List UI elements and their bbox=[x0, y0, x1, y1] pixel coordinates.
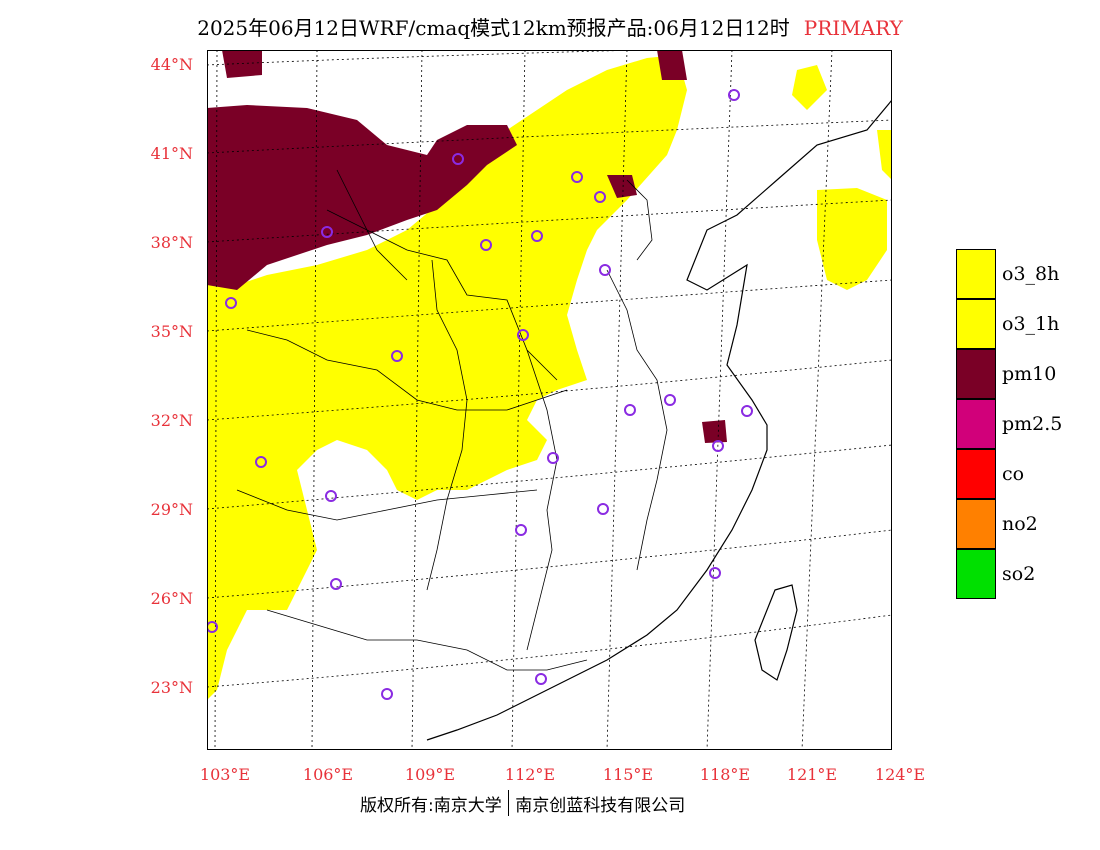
pm10-spot-2 bbox=[702, 420, 727, 443]
lat-label-29: 29°N bbox=[150, 500, 193, 519]
legend-label: pm2.5 bbox=[1002, 413, 1063, 435]
pollutant-legend: o3_8h o3_1h pm10 pm2.5 co no2 so2 bbox=[956, 249, 1062, 599]
lon-label-106: 106°E bbox=[302, 765, 354, 784]
lon-label-109: 109°E bbox=[404, 765, 456, 784]
footer-divider bbox=[507, 790, 510, 816]
legend-swatch bbox=[956, 249, 996, 299]
legend-item-pm10: pm10 bbox=[956, 349, 1062, 399]
legend-swatch bbox=[956, 499, 996, 549]
title-main: 2025年06月12日WRF/cmaq模式12km预报产品:06月12日12时 bbox=[197, 16, 790, 40]
footer-right: 南京创蓝科技有限公司 bbox=[515, 795, 686, 816]
lon-label-115: 115°E bbox=[602, 765, 654, 784]
legend-item-pm25: pm2.5 bbox=[956, 399, 1062, 449]
legend-swatch bbox=[956, 349, 996, 399]
lat-label-26: 26°N bbox=[150, 589, 193, 608]
map-canvas bbox=[207, 50, 892, 750]
legend-label: co bbox=[1002, 463, 1025, 485]
ozone-region-ne bbox=[817, 188, 887, 290]
pm10-spot-3 bbox=[657, 50, 687, 80]
map-area bbox=[207, 50, 892, 750]
legend-item-no2: no2 bbox=[956, 499, 1062, 549]
legend-item-co: co bbox=[956, 449, 1062, 499]
ozone-region bbox=[207, 55, 687, 700]
legend-label: o3_8h bbox=[1002, 263, 1060, 285]
legend-item-so2: so2 bbox=[956, 549, 1062, 599]
legend-label: no2 bbox=[1002, 513, 1038, 535]
map-title: 2025年06月12日WRF/cmaq模式12km预报产品:06月12日12时 P… bbox=[0, 12, 1100, 41]
graticule bbox=[207, 50, 892, 750]
copyright-footer: 版权所有:南京大学 南京创蓝科技有限公司 bbox=[360, 790, 685, 816]
legend-label: so2 bbox=[1002, 563, 1036, 585]
legend-label: pm10 bbox=[1002, 363, 1057, 385]
province-borders bbox=[236, 169, 668, 671]
lon-label-112: 112°E bbox=[504, 765, 556, 784]
lat-label-44: 44°N bbox=[150, 55, 193, 74]
legend-swatch bbox=[956, 449, 996, 499]
pm10-region-top bbox=[222, 50, 262, 78]
lat-label-41: 41°N bbox=[150, 144, 193, 163]
legend-item-o3-8h: o3_8h bbox=[956, 249, 1062, 299]
lat-label-23: 23°N bbox=[150, 678, 193, 697]
station-markers bbox=[207, 89, 753, 700]
lat-label-32: 32°N bbox=[150, 411, 193, 430]
taiwan-outline bbox=[754, 584, 798, 681]
legend-item-o3-1h: o3_1h bbox=[956, 299, 1062, 349]
legend-swatch bbox=[956, 549, 996, 599]
footer-left: 版权所有:南京大学 bbox=[360, 795, 502, 816]
pm10-spot-1 bbox=[607, 175, 637, 198]
legend-swatch bbox=[956, 399, 996, 449]
legend-label: o3_1h bbox=[1002, 313, 1060, 335]
ozone-region-ne3 bbox=[877, 130, 892, 180]
lon-label-121: 121°E bbox=[786, 765, 838, 784]
ozone-region-ne2 bbox=[792, 65, 827, 110]
coastline bbox=[426, 99, 892, 741]
lon-label-118: 118°E bbox=[699, 765, 751, 784]
lat-label-35: 35°N bbox=[150, 322, 193, 341]
legend-swatch bbox=[956, 299, 996, 349]
title-primary-tag: PRIMARY bbox=[803, 16, 903, 40]
lon-label-103: 103°E bbox=[199, 765, 251, 784]
lon-label-124: 124°E bbox=[874, 765, 926, 784]
pm10-region bbox=[207, 105, 517, 290]
lat-label-38: 38°N bbox=[150, 233, 193, 252]
